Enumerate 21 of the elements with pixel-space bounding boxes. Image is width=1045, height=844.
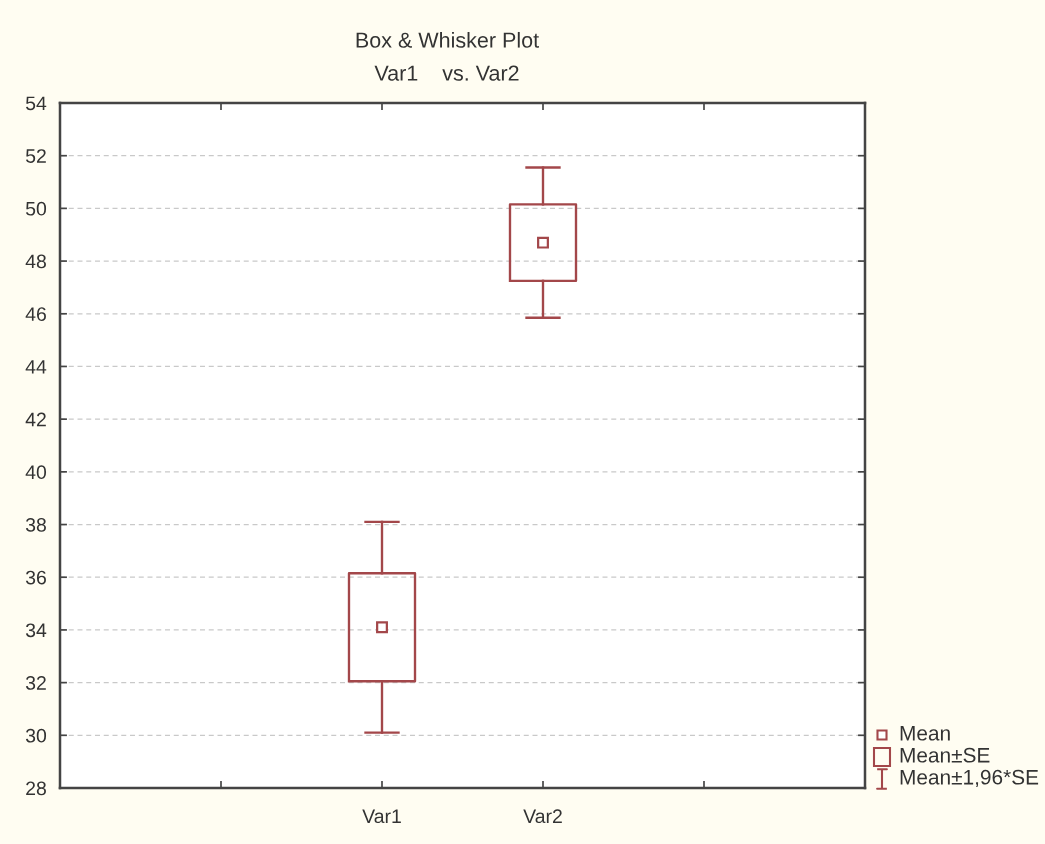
chart-subtitle: Var1 vs. Var2 [374, 65, 519, 81]
y-tick-label: 54 [25, 96, 47, 111]
y-tick-label: 42 [25, 412, 46, 427]
chart-title: Box & Whisker Plot [356, 31, 539, 48]
y-tick-label: 32 [25, 676, 46, 690]
text: Mean±1,96*SE [900, 769, 1039, 788]
x-tick-label: Var2 [523, 809, 562, 824]
y-tick-label: 28 [26, 781, 46, 796]
y-tick-label: 52 [25, 149, 46, 163]
text: Mean [900, 726, 950, 741]
y-tick-label: 46 [25, 307, 46, 322]
y-tick-label: 40 [25, 465, 47, 480]
y-tick-label: 38 [25, 518, 46, 532]
y-tick-label: 44 [25, 360, 47, 374]
y-tick-label: 48 [25, 254, 46, 269]
x-tick-label: Var1 [362, 809, 401, 824]
y-tick-label: 34 [25, 623, 47, 638]
y-tick-label: 36 [25, 570, 46, 585]
y-tick-label: 30 [25, 728, 47, 743]
text: Mean±SE [900, 747, 990, 763]
y-tick-label: 50 [25, 201, 47, 216]
